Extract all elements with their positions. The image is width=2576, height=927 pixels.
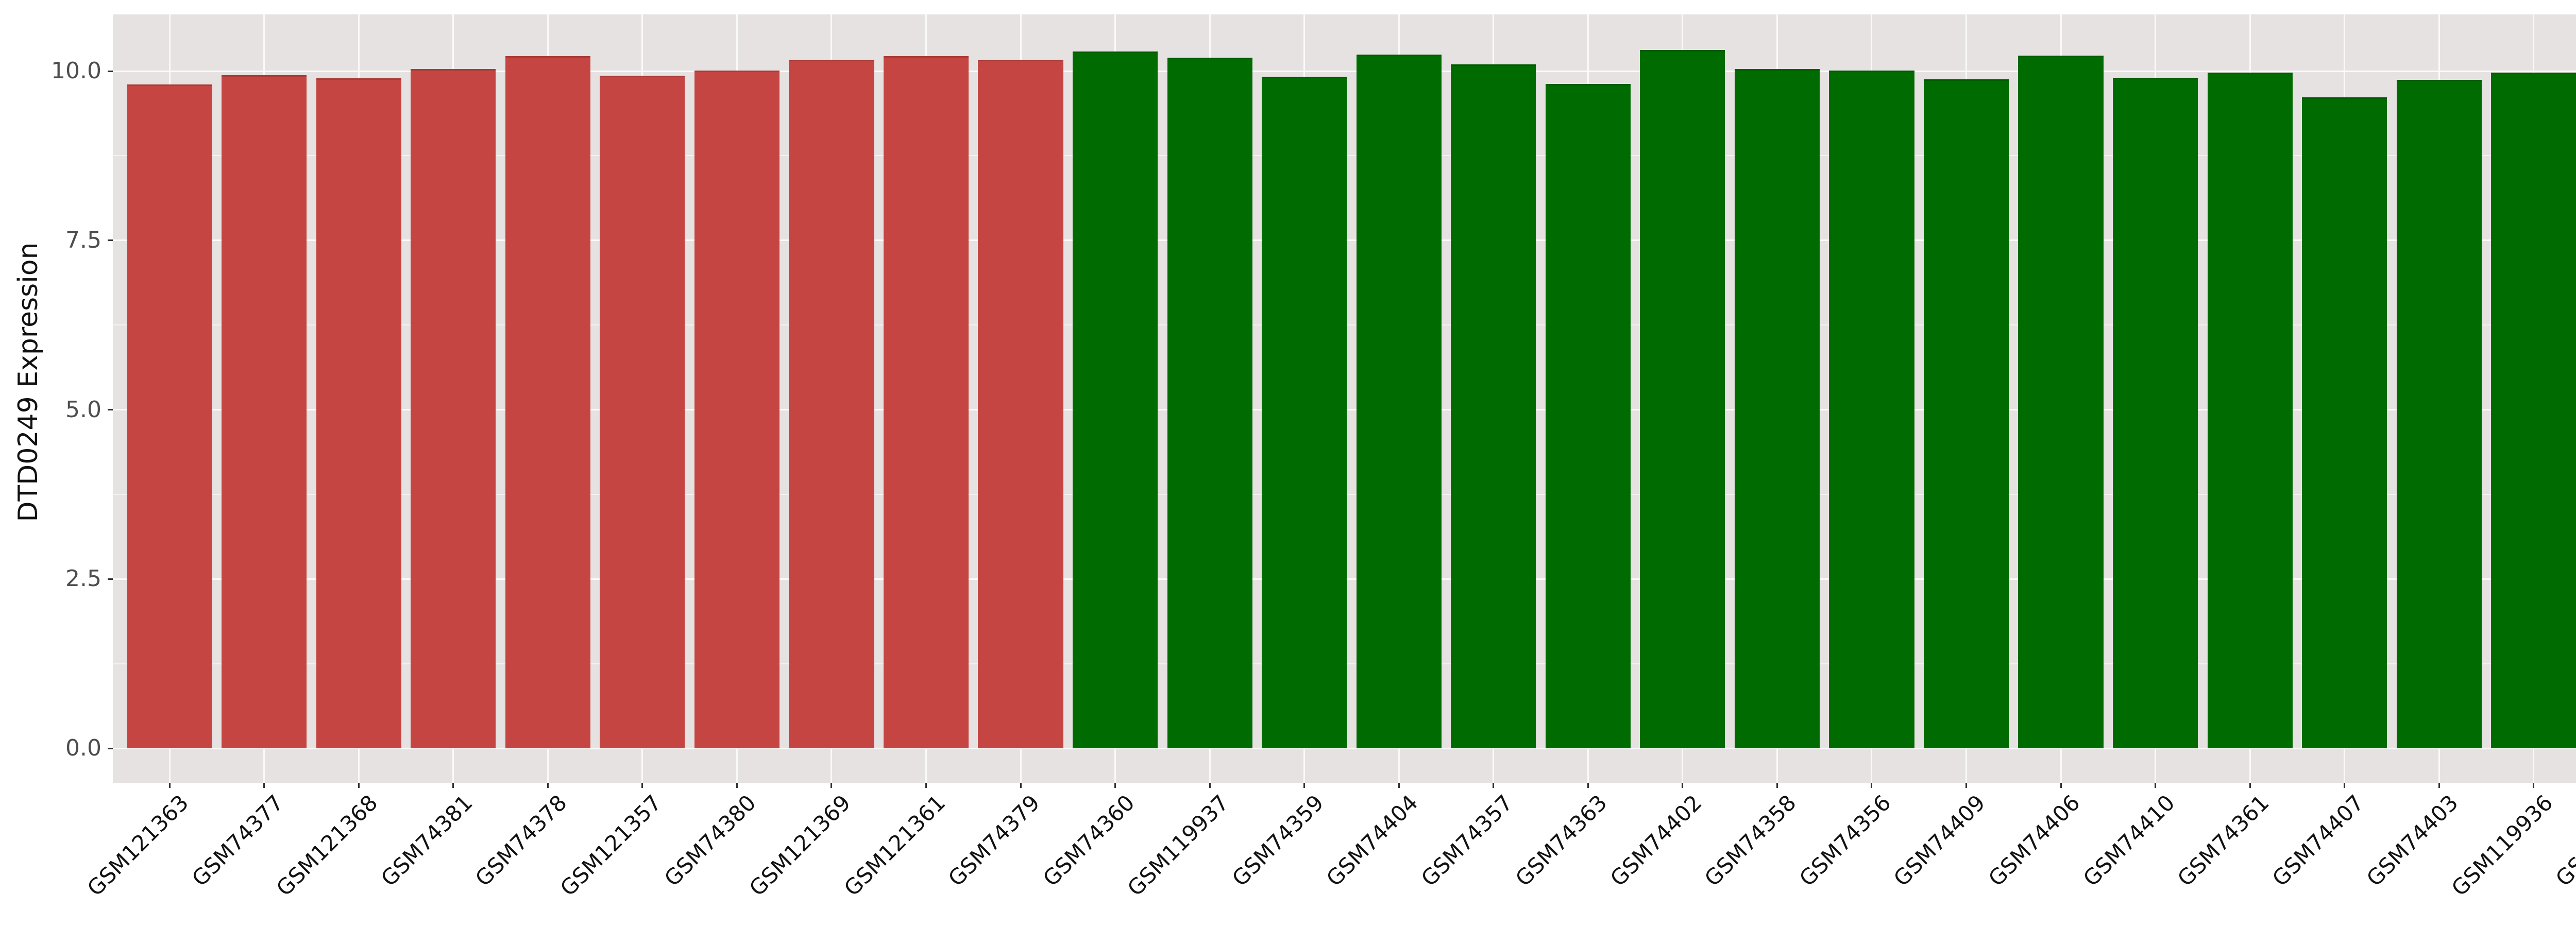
x-tick-mark [736,783,738,788]
bar-GSM74403 [2396,80,2482,748]
x-tick-mark [1776,783,1778,788]
x-tick-label: GSM74406 [1983,789,2085,891]
y-tick-label: 0.0 [65,735,101,761]
bar-GSM119936 [2491,72,2576,748]
gridline-horizontal-major [113,70,2576,72]
bar-GSM119937 [1167,57,1252,748]
x-tick-mark [925,783,927,788]
bar-GSM74361 [2207,72,2293,748]
x-tick-mark [1587,783,1589,788]
x-tick-label: GSM74402 [1605,789,1707,891]
x-tick-label: GSM74407 [2267,789,2369,891]
x-tick-label: GSM74410 [2078,789,2180,891]
x-tick-label: GSM74379 [943,789,1045,891]
x-tick-label: GSM74357 [1416,789,1518,891]
x-tick-label: GSM74360 [1038,789,1140,891]
x-tick-mark [358,783,360,788]
x-tick-label: GSM74403 [2362,789,2463,891]
bar-GSM74379 [978,59,1063,748]
x-tick-mark [2438,783,2440,788]
bar-GSM74402 [1640,50,1725,748]
x-tick-mark [641,783,643,788]
bar-GSM74358 [1734,69,1820,748]
x-tick-mark [547,783,549,788]
x-tick-label: GSM74359 [1227,789,1329,891]
x-tick-label: GSM119936 [2446,789,2558,901]
x-tick-mark [2344,783,2346,788]
bar-GSM74357 [1451,64,1536,748]
x-tick-mark [1682,783,1684,788]
x-tick-label: GSM74363 [1511,789,1612,891]
x-tick-mark [452,783,454,788]
x-tick-mark [1965,783,1967,788]
x-tick-mark [2060,783,2062,788]
bar-GSM74356 [1829,70,1914,748]
x-tick-mark [1303,783,1306,788]
bar-GSM121357 [600,76,685,748]
bar-GSM74378 [505,56,590,748]
x-tick-label: GSM74381 [376,789,478,891]
x-tick-label: GSM74409 [1889,789,1991,891]
x-tick-mark [2533,783,2535,788]
x-tick-label: GSM121357 [555,789,667,901]
x-tick-mark [1493,783,1495,788]
y-tick-mark [108,747,113,749]
x-tick-label: GSM74378 [470,789,572,891]
x-tick-label: GSM74380 [659,789,761,891]
y-tick-label: 2.5 [65,565,101,592]
x-tick-label: GSM74361 [2173,789,2274,891]
y-tick-mark [108,239,113,242]
x-tick-mark [1020,783,1022,788]
x-tick-mark [1209,783,1211,788]
x-tick-mark [1871,783,1873,788]
y-tick-label: 10.0 [51,58,101,84]
x-tick-label: GSM121361 [839,789,951,901]
bar-GSM74360 [1072,51,1158,748]
x-tick-label: GSM121363 [82,789,194,901]
bar-GSM121363 [127,84,212,748]
y-tick-label: 5.0 [65,396,101,423]
x-tick-mark [168,783,171,788]
x-tick-mark [1114,783,1116,788]
x-tick-mark [831,783,833,788]
y-axis-title: DTD0249 Expression [13,242,44,522]
x-tick-mark [2249,783,2251,788]
bar-GSM74381 [411,69,496,748]
x-tick-label: GSM74377 [187,789,289,891]
x-tick-label: GSM74356 [1794,789,1896,891]
y-tick-label: 7.5 [65,227,101,253]
x-tick-label: GSM74404 [1321,789,1423,891]
bar-GSM74406 [2018,55,2104,748]
x-tick-label: GSM119937 [1123,789,1234,901]
bar-GSM74409 [1923,79,2009,748]
x-tick-label: GSM121369 [744,789,856,901]
y-tick-mark [108,409,113,410]
bar-GSM74410 [2113,78,2198,748]
gridline-horizontal-major [113,747,2576,749]
x-tick-label: GSM74358 [1700,789,1801,891]
bar-GSM121369 [789,59,874,748]
bar-GSM74380 [694,70,779,748]
x-tick-mark [2155,783,2157,788]
bar-GSM121368 [316,78,401,748]
bar-GSM74404 [1356,55,1442,748]
bar-GSM74377 [222,75,307,748]
y-tick-mark [108,578,113,580]
x-tick-label: GSM121368 [272,789,383,901]
bar-GSM74407 [2302,97,2387,748]
x-tick-mark [1398,783,1400,788]
bar-GSM74359 [1262,76,1347,748]
bar-GSM74363 [1545,83,1631,748]
y-tick-mark [108,70,113,72]
plot-panel [113,14,2576,783]
x-tick-mark [263,783,265,788]
bar-GSM121361 [883,56,969,748]
